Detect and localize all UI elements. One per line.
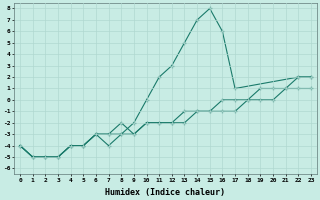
X-axis label: Humidex (Indice chaleur): Humidex (Indice chaleur)	[106, 188, 226, 197]
